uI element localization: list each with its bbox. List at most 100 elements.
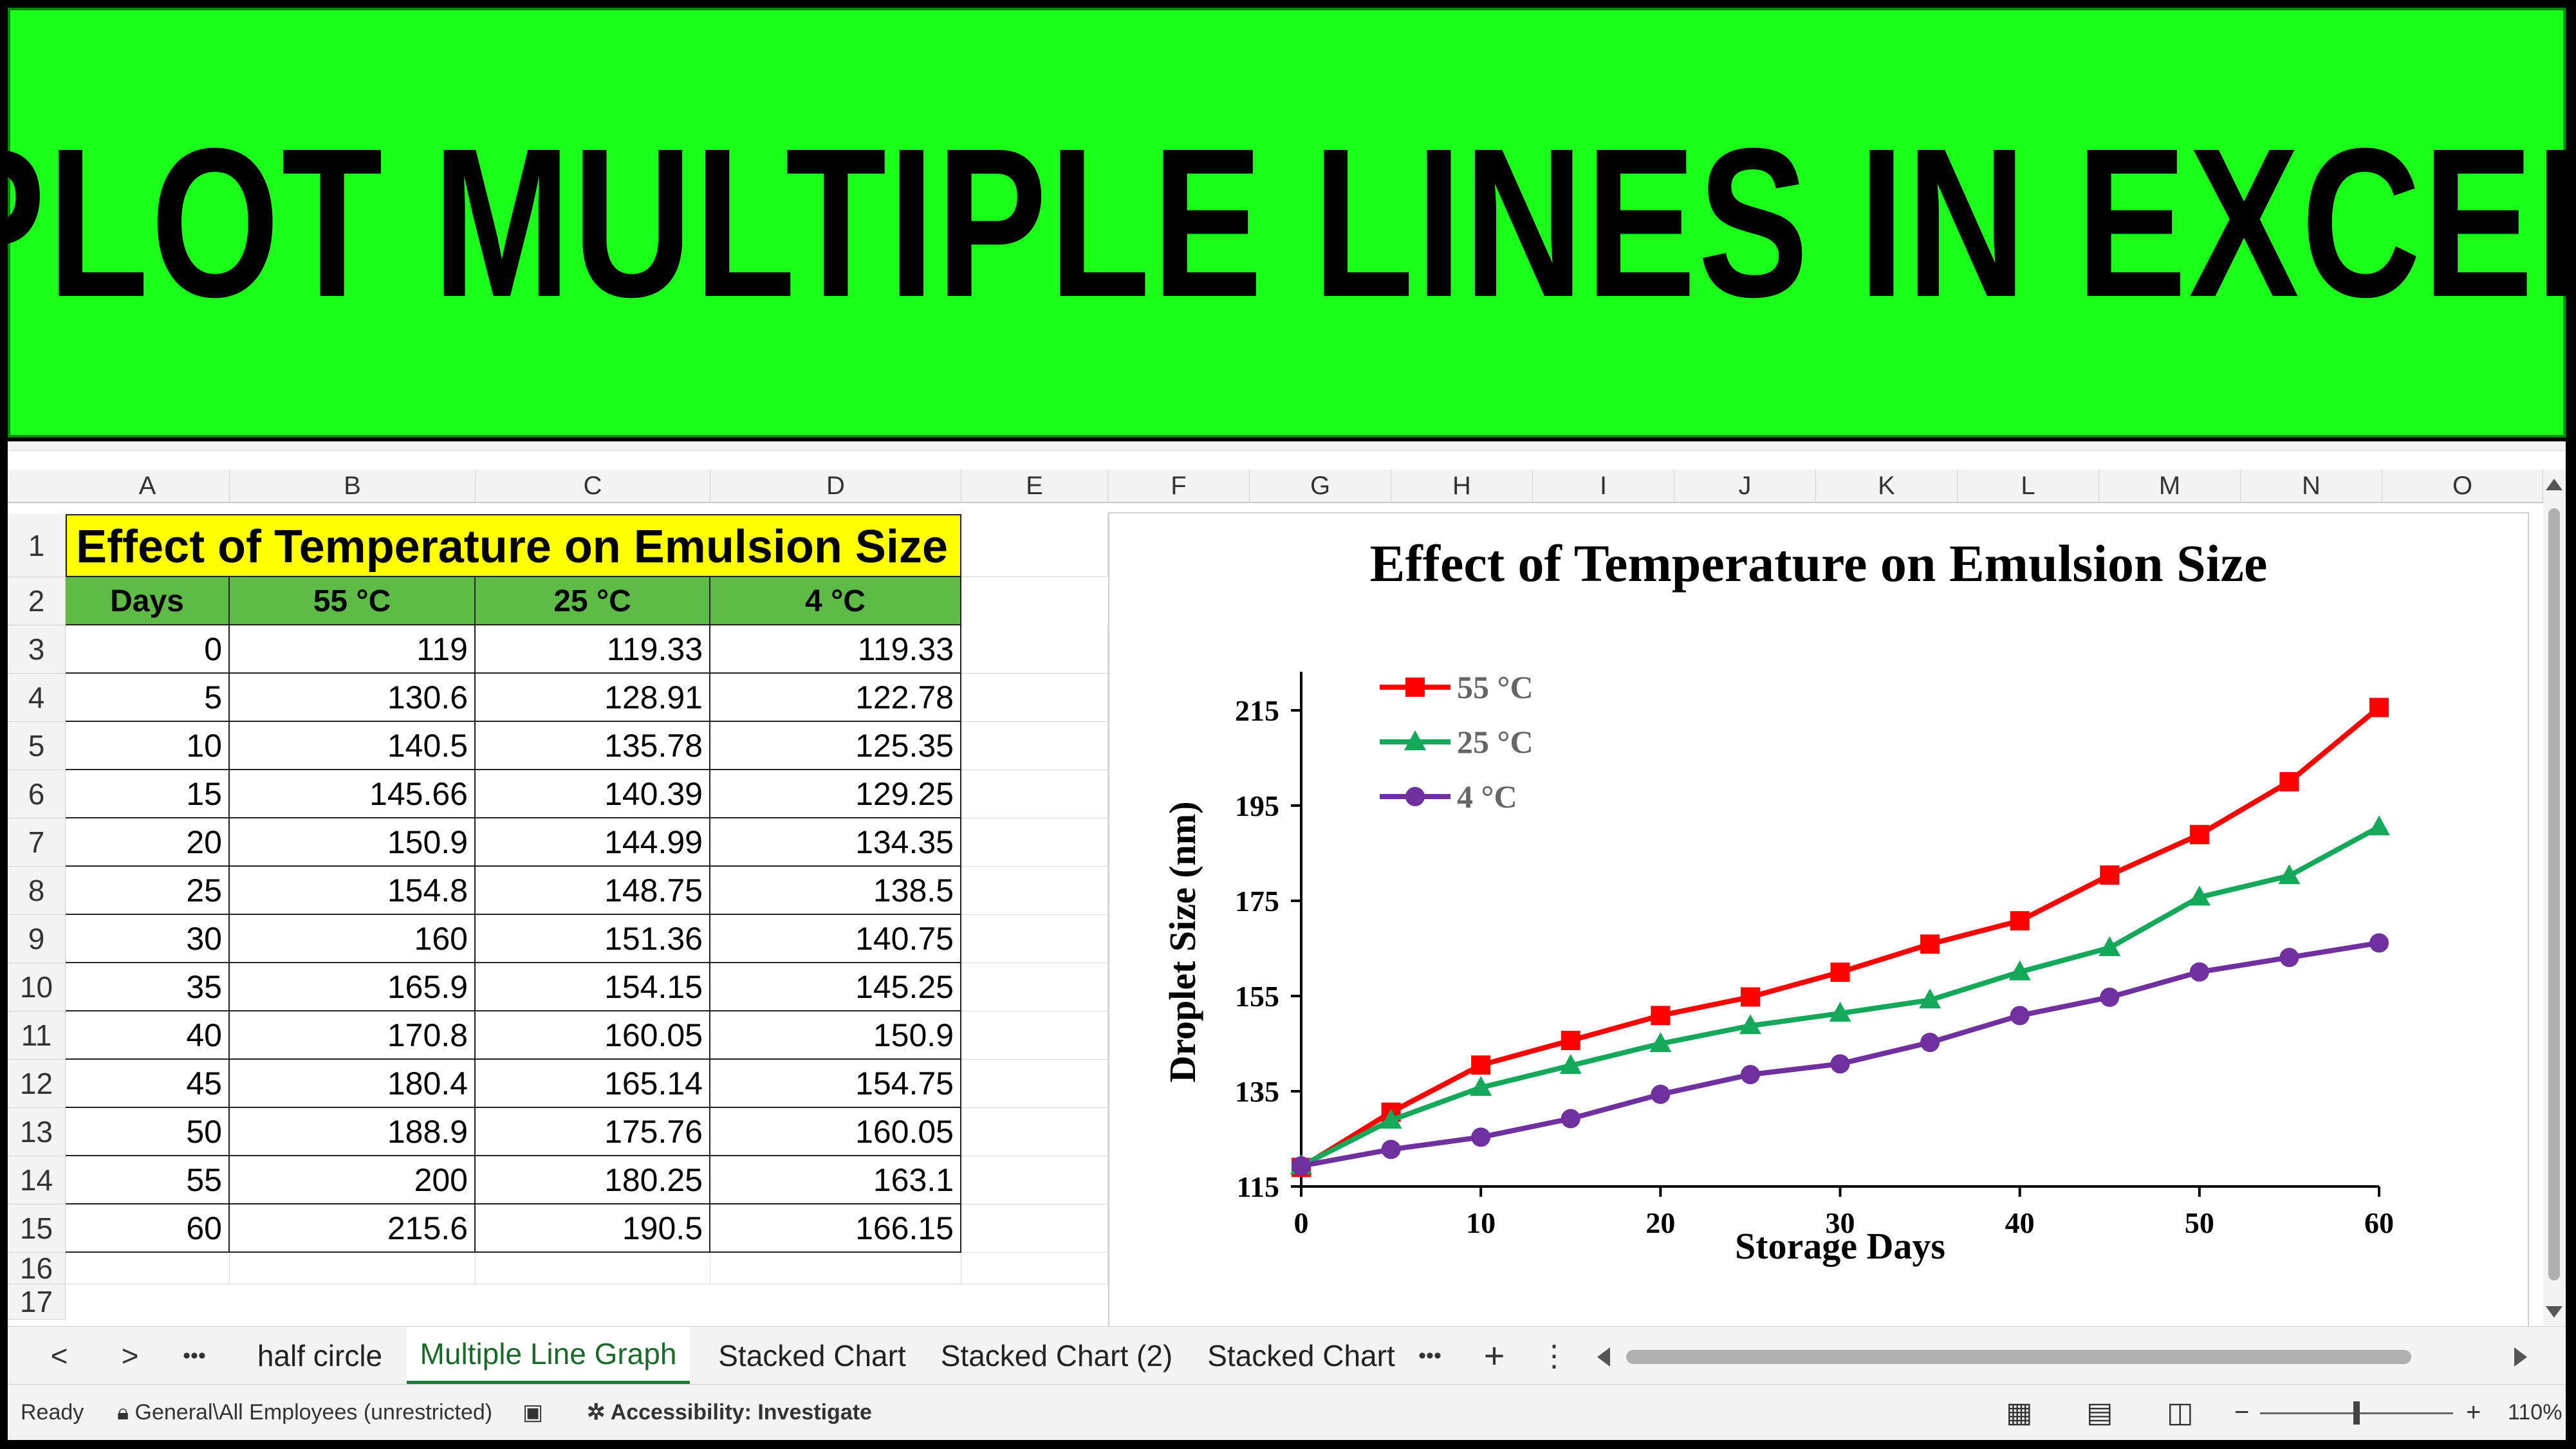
empty-cell[interactable] — [961, 1108, 1108, 1156]
tab-half-circle[interactable]: half circle — [257, 1339, 383, 1372]
table-cell[interactable]: 130.6 — [230, 674, 476, 722]
empty-cell[interactable] — [476, 1253, 710, 1284]
table-cell[interactable]: 180.4 — [230, 1060, 476, 1108]
row-header-3[interactable]: 3 — [8, 625, 66, 674]
table-cell[interactable]: 140.75 — [710, 915, 961, 963]
table-cell[interactable]: 20 — [66, 818, 230, 867]
table-cell[interactable]: 50 — [66, 1108, 230, 1156]
table-cell[interactable]: 160.05 — [476, 1011, 710, 1060]
table-cell[interactable]: 45 — [66, 1060, 230, 1108]
tab-more-right-icon[interactable]: ••• — [1418, 1343, 1441, 1368]
table-cell[interactable]: 175.76 — [476, 1108, 710, 1156]
hscroll-left-icon[interactable] — [1597, 1347, 1610, 1367]
row-header-1[interactable]: 1 — [8, 514, 66, 577]
empty-cell[interactable] — [961, 1060, 1108, 1108]
row-header-4[interactable]: 4 — [8, 674, 66, 722]
table-cell[interactable]: 122.78 — [710, 674, 961, 722]
row-header-6[interactable]: 6 — [8, 770, 66, 818]
row-header-8[interactable]: 8 — [8, 867, 66, 915]
row-header-11[interactable]: 11 — [8, 1011, 66, 1060]
table-header-cell[interactable]: 25 °C — [476, 577, 710, 625]
row-header-10[interactable]: 10 — [8, 963, 66, 1011]
table-cell[interactable]: 135.78 — [476, 722, 710, 770]
hscroll-right-icon[interactable] — [2514, 1347, 2527, 1367]
empty-cell[interactable] — [230, 1253, 476, 1284]
tab-stacked-chart-3[interactable]: Stacked Chart — [1207, 1339, 1395, 1372]
row-header-7[interactable]: 7 — [8, 818, 66, 867]
table-cell[interactable]: 140.39 — [476, 770, 710, 818]
table-cell[interactable]: 190.5 — [476, 1204, 710, 1253]
row-header-2[interactable]: 2 — [8, 577, 66, 625]
vertical-scrollbar[interactable] — [2543, 470, 2566, 1325]
zoom-slider-thumb[interactable] — [2353, 1401, 2360, 1425]
table-cell[interactable]: 154.75 — [710, 1060, 961, 1108]
table-cell[interactable]: 40 — [66, 1011, 230, 1060]
empty-cell[interactable] — [961, 625, 1108, 674]
page-layout-icon[interactable]: ▤ — [2086, 1397, 2113, 1428]
column-header-m[interactable]: M — [2099, 470, 2241, 502]
table-cell[interactable]: 163.1 — [710, 1156, 961, 1204]
page-break-preview-icon[interactable]: ◫ — [2167, 1397, 2194, 1428]
scroll-down-icon[interactable] — [2546, 1306, 2562, 1318]
empty-cell[interactable] — [961, 770, 1108, 818]
empty-cell[interactable] — [961, 1011, 1108, 1060]
line-chart[interactable]: Effect of Temperature on Emulsion Size 11… — [1108, 512, 2529, 1329]
empty-cell[interactable] — [961, 1253, 1108, 1284]
table-header-cell[interactable]: 4 °C — [710, 577, 961, 625]
table-cell[interactable]: 140.5 — [230, 722, 476, 770]
column-header-l[interactable]: L — [1958, 470, 2099, 502]
table-cell[interactable]: 154.15 — [476, 963, 710, 1011]
table-cell[interactable]: 5 — [66, 674, 230, 722]
sensitivity-label[interactable]: 🔒︎ General\All Employees (unrestricted) — [117, 1385, 492, 1440]
table-cell[interactable]: 148.75 — [476, 867, 710, 915]
empty-cell[interactable] — [961, 722, 1108, 770]
table-cell[interactable]: 215.6 — [230, 1204, 476, 1253]
table-cell[interactable]: 119.33 — [710, 625, 961, 674]
empty-cell[interactable] — [961, 867, 1108, 915]
column-header-j[interactable]: J — [1674, 470, 1816, 502]
column-header-f[interactable]: F — [1108, 470, 1250, 502]
table-cell[interactable]: 138.5 — [710, 867, 961, 915]
row-header-17[interactable]: 17 — [8, 1284, 66, 1320]
empty-cell[interactable] — [961, 1156, 1108, 1204]
table-cell[interactable]: 0 — [66, 625, 230, 674]
empty-cell[interactable] — [961, 1204, 1108, 1253]
column-header-g[interactable]: G — [1250, 470, 1391, 502]
row-header-16[interactable]: 16 — [8, 1253, 66, 1284]
table-cell[interactable]: 55 — [66, 1156, 230, 1204]
vertical-scroll-thumb[interactable] — [2548, 508, 2560, 1280]
table-cell[interactable]: 151.36 — [476, 915, 710, 963]
tab-stacked-chart[interactable]: Stacked Chart — [718, 1339, 906, 1372]
tab-menu-icon[interactable]: ⋮ — [1539, 1339, 1569, 1372]
table-cell[interactable]: 166.15 — [710, 1204, 961, 1253]
table-cell[interactable]: 15 — [66, 770, 230, 818]
table-cell[interactable]: 150.9 — [710, 1011, 961, 1060]
tab-multiple-line-graph[interactable]: Multiple Line Graph — [407, 1327, 690, 1385]
empty-cell[interactable] — [66, 1253, 230, 1284]
empty-cell[interactable] — [961, 514, 1108, 577]
zoom-out-button[interactable]: − — [2234, 1398, 2250, 1426]
row-header-9[interactable]: 9 — [8, 915, 66, 963]
table-cell[interactable]: 30 — [66, 915, 230, 963]
row-header-14[interactable]: 14 — [8, 1156, 66, 1204]
column-header-h[interactable]: H — [1391, 470, 1533, 502]
column-header-k[interactable]: K — [1816, 470, 1958, 502]
table-cell[interactable]: 119 — [230, 625, 476, 674]
column-header-o[interactable]: O — [2382, 470, 2543, 502]
empty-cell[interactable] — [710, 1253, 961, 1284]
table-cell[interactable]: 125.35 — [710, 722, 961, 770]
table-cell[interactable]: 165.9 — [230, 963, 476, 1011]
table-cell[interactable]: 180.25 — [476, 1156, 710, 1204]
empty-cell[interactable] — [961, 963, 1108, 1011]
table-header-cell[interactable]: Days — [66, 577, 230, 625]
empty-cell[interactable] — [961, 818, 1108, 867]
zoom-in-button[interactable]: + — [2466, 1398, 2481, 1426]
sheet-title-cell[interactable]: Effect of Temperature on Emulsion Size — [66, 514, 961, 577]
row-header-15[interactable]: 15 — [8, 1204, 66, 1253]
tab-next-icon[interactable]: > — [121, 1339, 139, 1372]
table-cell[interactable]: 129.25 — [710, 770, 961, 818]
column-header-c[interactable]: C — [476, 470, 710, 502]
column-header-a[interactable]: A — [66, 470, 230, 502]
table-cell[interactable]: 160.05 — [710, 1108, 961, 1156]
scroll-up-icon[interactable] — [2546, 479, 2562, 490]
